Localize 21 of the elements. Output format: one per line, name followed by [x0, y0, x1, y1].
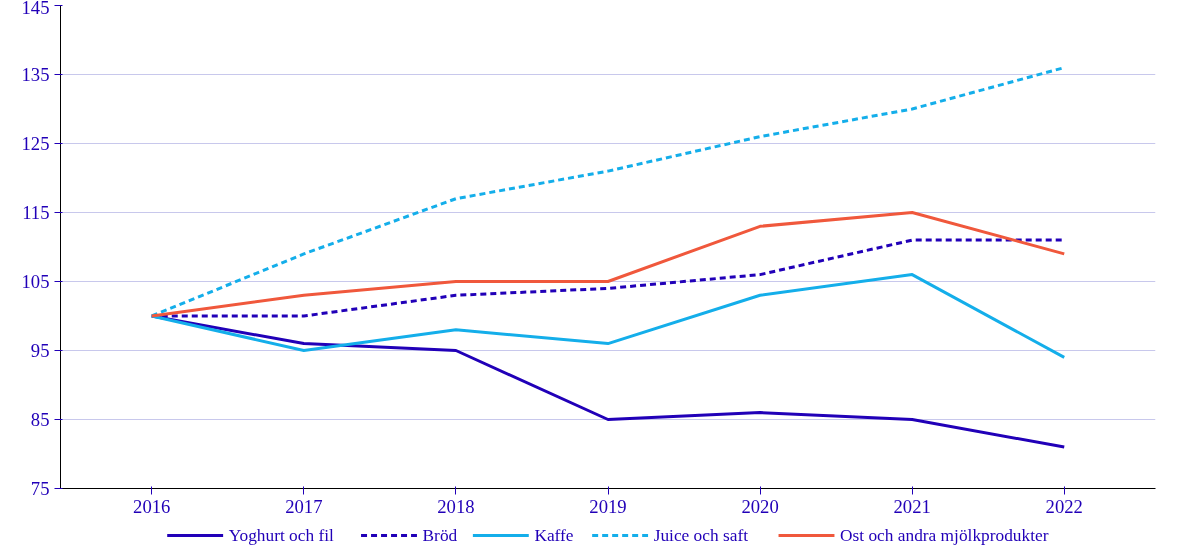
legend-label: Kaffe	[534, 526, 574, 545]
x-tick-label: 2017	[285, 495, 323, 517]
y-tick-label: 135	[21, 64, 50, 85]
x-tick-label: 2016	[133, 495, 171, 517]
x-tick-label: 2021	[893, 495, 931, 517]
y-tick-label: 125	[21, 133, 50, 154]
y-tick-label: 85	[30, 409, 50, 430]
line-series	[150, 211, 1066, 318]
y-tick-label: 95	[30, 340, 50, 361]
legend-label: Juice och saft	[653, 526, 749, 545]
x-tick-label: 2019	[589, 495, 627, 517]
y-tick-label: 115	[22, 202, 50, 223]
legend-label: Ost och andra mjölkprodukter	[840, 526, 1049, 545]
x-tick-label: 2018	[437, 495, 475, 517]
legend-label: Bröd	[422, 526, 458, 545]
legend-label: Yoghurt och fil	[228, 526, 334, 545]
y-tick-label: 145	[21, 0, 50, 18]
y-tick-label: 105	[21, 271, 50, 292]
y-tick-label: 75	[30, 478, 50, 499]
x-tick-label: 2020	[741, 495, 779, 517]
x-tick-label: 2022	[1045, 495, 1083, 517]
